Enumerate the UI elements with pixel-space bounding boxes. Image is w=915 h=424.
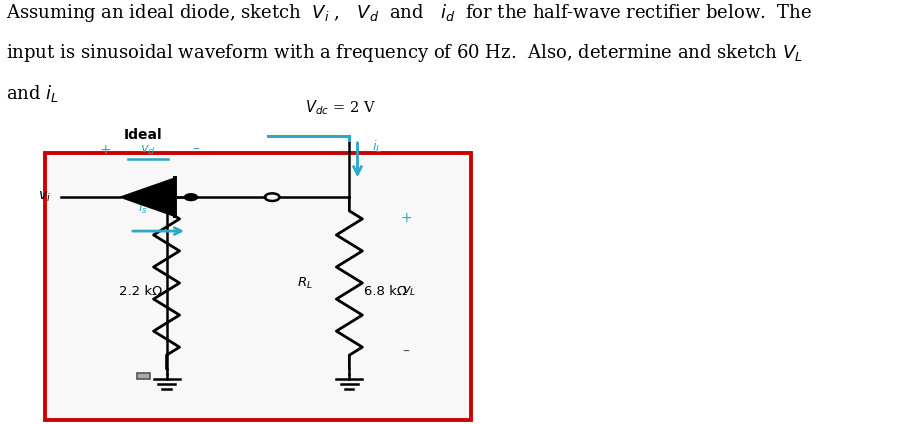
Text: $v_i$: $v_i$ xyxy=(38,190,51,204)
FancyBboxPatch shape xyxy=(45,153,471,420)
Bar xyxy=(137,373,150,379)
Text: $i_L$: $i_L$ xyxy=(372,139,382,155)
Text: –: – xyxy=(403,345,410,359)
Circle shape xyxy=(185,194,198,201)
Text: 6.8 kΩ: 6.8 kΩ xyxy=(364,285,407,298)
Text: $R_L$: $R_L$ xyxy=(297,276,313,290)
Text: and $i_L$: and $i_L$ xyxy=(6,83,59,104)
Polygon shape xyxy=(120,178,175,216)
Text: –: – xyxy=(193,143,199,157)
Text: $v_d$: $v_d$ xyxy=(140,144,156,157)
Text: +: + xyxy=(401,211,412,226)
Text: Assuming an ideal diode, sketch  $V_i$ ,   $V_d$  and   $i_d$  for the half-wave: Assuming an ideal diode, sketch $V_i$ , … xyxy=(6,2,813,24)
Text: Ideal: Ideal xyxy=(124,128,163,142)
Text: $v_L$: $v_L$ xyxy=(403,285,416,298)
Text: $i_s$: $i_s$ xyxy=(138,200,148,216)
Text: input is sinusoidal waveform with a frequency of 60 Hz.  Also, determine and ske: input is sinusoidal waveform with a freq… xyxy=(6,42,803,64)
Text: +: + xyxy=(100,143,112,157)
Text: $V_{dc}$ = 2 V: $V_{dc}$ = 2 V xyxy=(305,98,375,117)
Text: 2.2 kΩ: 2.2 kΩ xyxy=(119,285,163,298)
